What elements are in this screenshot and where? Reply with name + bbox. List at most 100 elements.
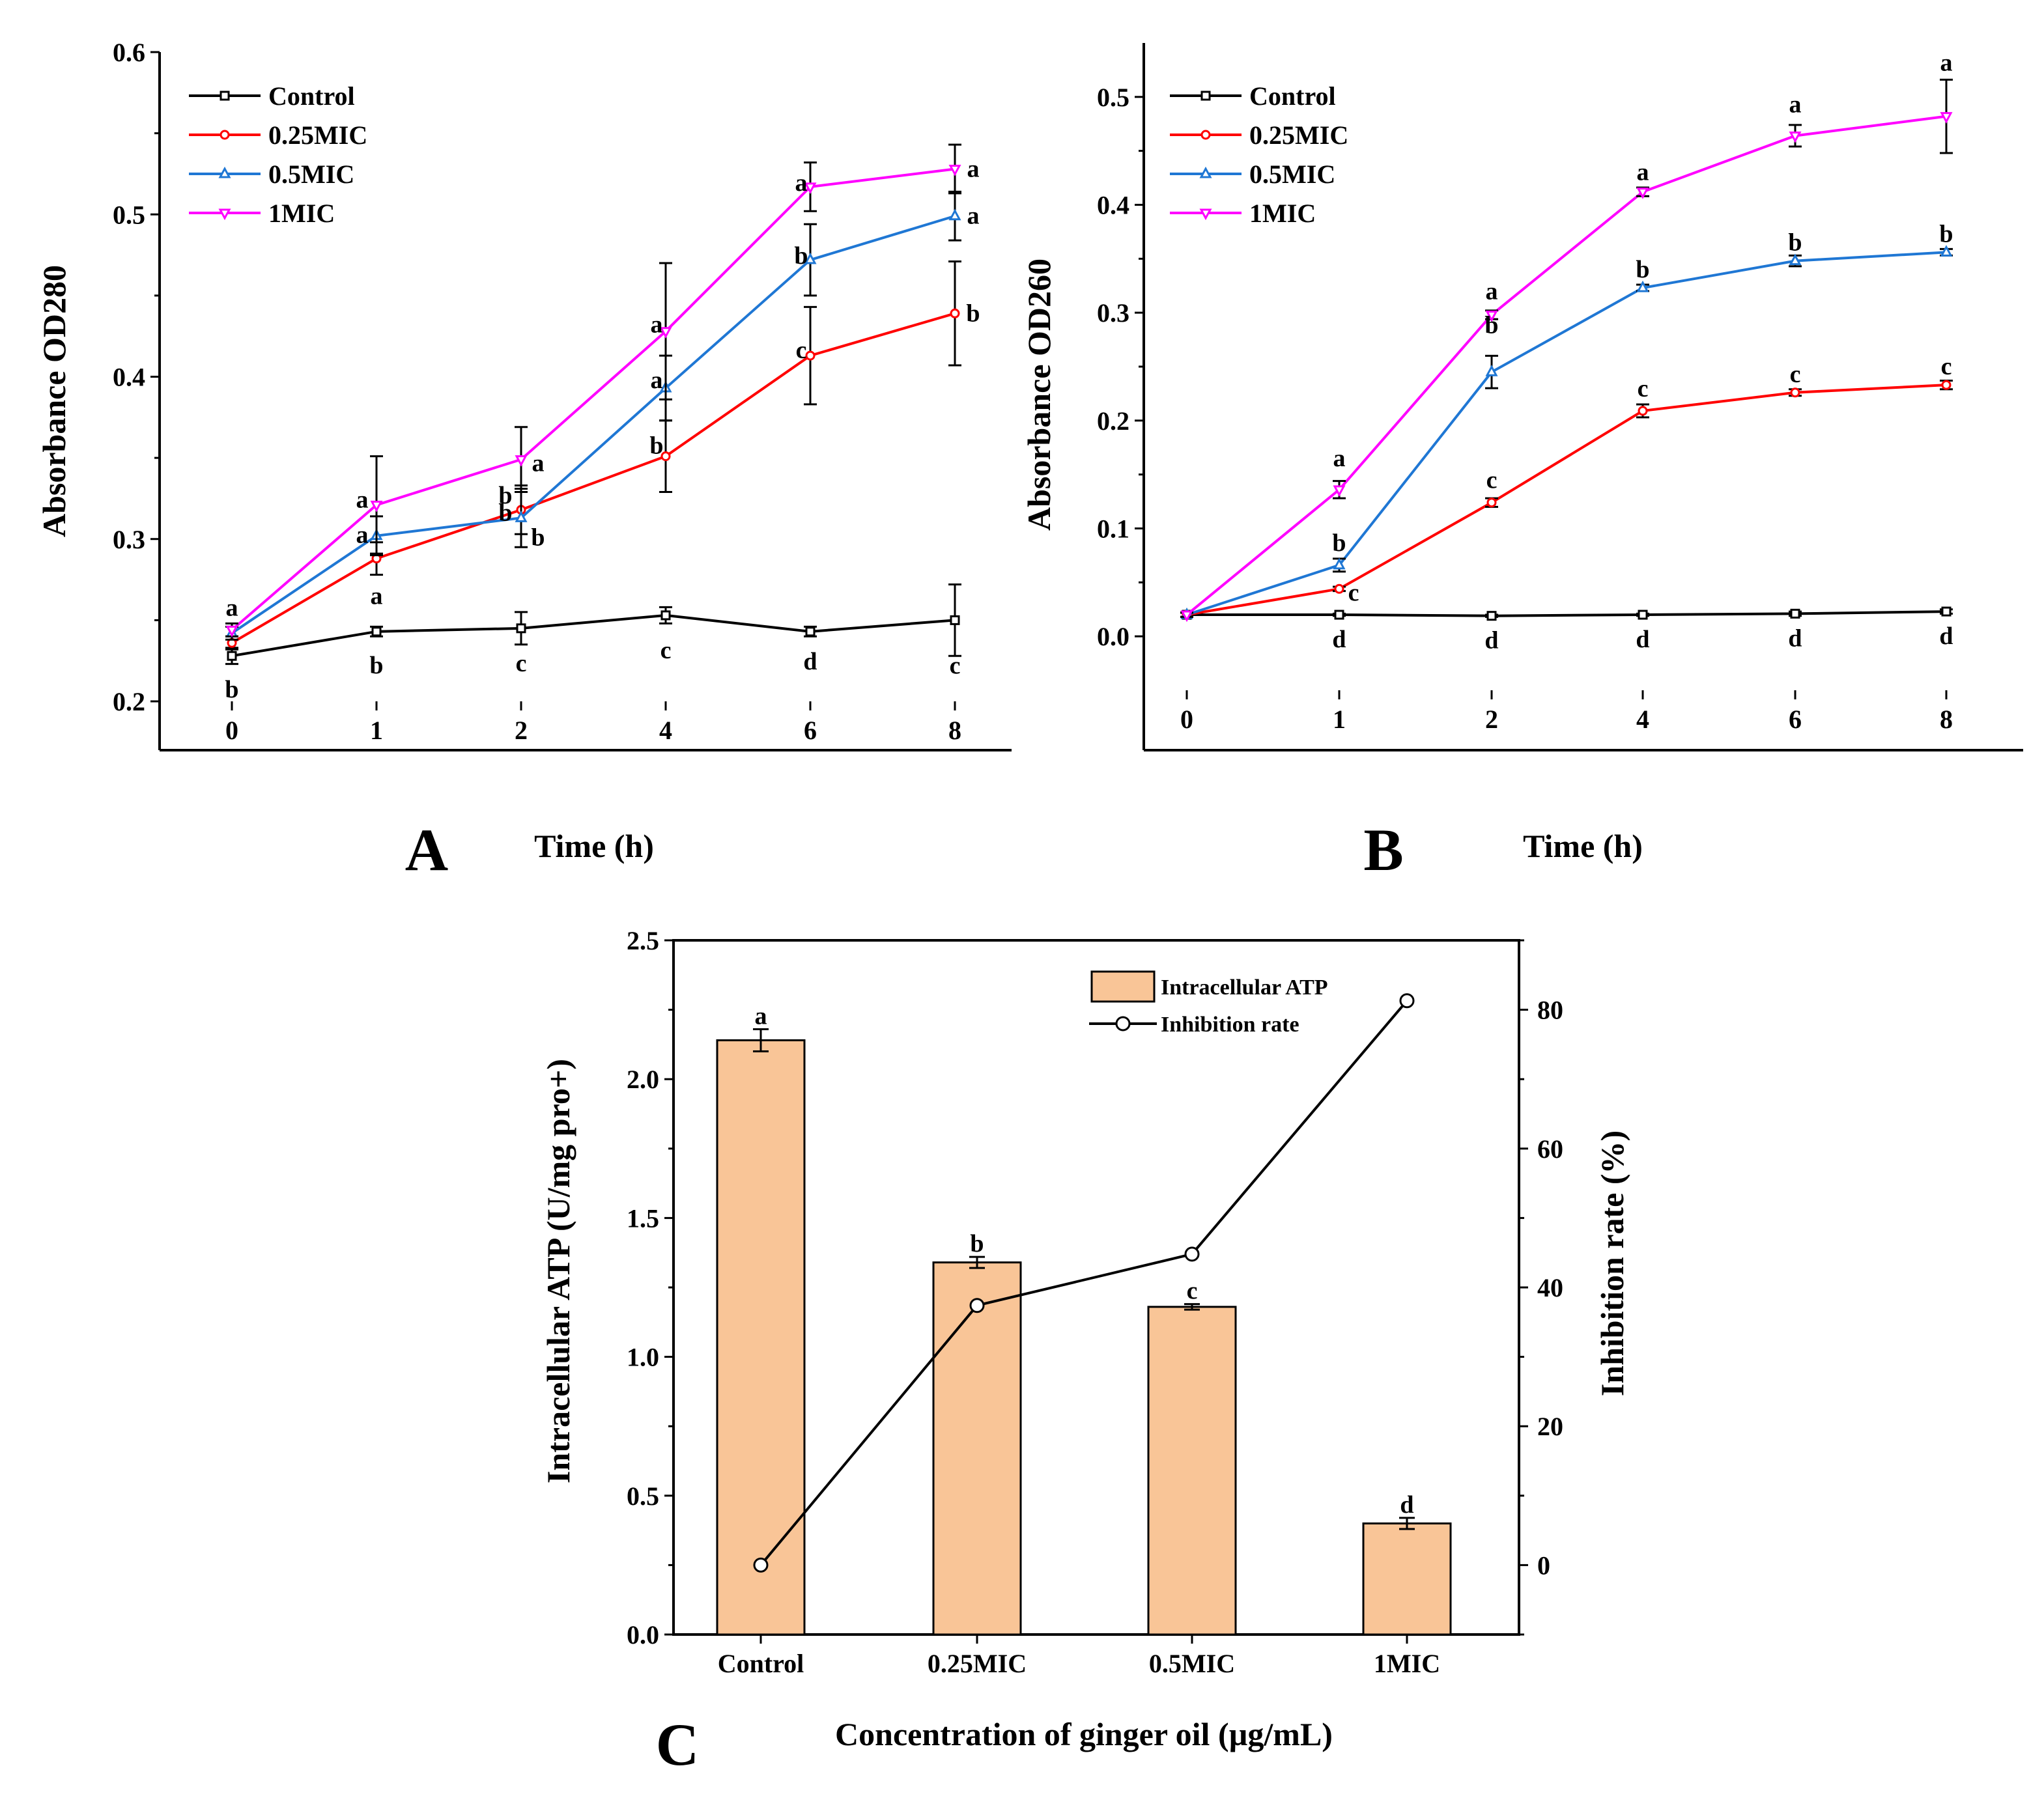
y-tick-label: 0.4 <box>1097 191 1129 220</box>
data-point <box>515 455 528 467</box>
y-tick-label: 0.0 <box>627 1620 659 1649</box>
significance-letter: b <box>369 652 383 679</box>
series-mic1 <box>225 143 961 638</box>
data-point <box>1486 611 1497 621</box>
data-point <box>227 651 237 661</box>
y2-tick-label: 40 <box>1537 1273 1563 1302</box>
series-line <box>1187 610 1947 617</box>
significance-letter: a <box>371 583 383 610</box>
x-axis-label-c: Concentration of ginger oil (µg/mL) <box>835 1716 1333 1752</box>
data-point <box>1790 387 1800 398</box>
bar <box>1362 1522 1452 1636</box>
x-axis-label-b: Time (h) <box>1523 828 1643 864</box>
significance-letter: c <box>1941 353 1952 380</box>
panel-label-b: B <box>1363 817 1403 883</box>
series-line <box>1186 251 1947 616</box>
legend-c: Intracellular ATP Inhibition rate <box>1089 970 1328 1037</box>
data-point <box>1333 557 1346 570</box>
data-point <box>950 615 960 625</box>
significance-letter: a <box>1486 277 1498 305</box>
y-tick-label: 0.2 <box>113 687 145 716</box>
data-point <box>1485 310 1498 322</box>
y-tick-label: 0.5 <box>1097 83 1129 112</box>
data-point <box>659 327 672 339</box>
data-point <box>1940 245 1953 257</box>
y-tick-label: 0.4 <box>113 363 145 392</box>
inhibition-point <box>1399 993 1415 1009</box>
legend-marker <box>1200 130 1211 140</box>
series-line <box>231 167 956 631</box>
inhibition-point <box>753 1557 769 1573</box>
x-tick-label: 6 <box>1789 705 1802 734</box>
inhibition-line <box>759 1000 1408 1566</box>
data-point <box>225 625 238 638</box>
x-tick-label: 1 <box>1333 705 1346 734</box>
y2-axis-label-c: Inhibition rate (%) <box>1594 1130 1630 1396</box>
series-control <box>1180 606 1953 621</box>
data-point <box>1940 112 1953 124</box>
legend-marker <box>1115 1016 1131 1031</box>
significance-letter: a <box>1333 445 1346 472</box>
x-tick-label: 0 <box>1180 705 1193 734</box>
y-axis-label-c: Intracellular ATP (U/mg pro+) <box>540 1059 576 1483</box>
x-tick-label: 2 <box>515 716 528 745</box>
inhibition-point <box>1184 1246 1200 1262</box>
chart-panel-c: 0.0 0.5 1.0 1.5 2.0 2.5 0 20 40 60 80 Control 0.25MI… <box>540 926 1630 1778</box>
y-tick-label: 2.0 <box>627 1065 659 1094</box>
data-point <box>1941 380 1952 390</box>
significance-letter: c <box>1790 361 1801 388</box>
significance-letter: a <box>755 1002 767 1030</box>
series-mic025 <box>1180 380 1953 620</box>
y2-tick-label: 20 <box>1537 1412 1563 1441</box>
x-tick-label: 6 <box>804 716 817 745</box>
significance-letter: c <box>950 652 961 679</box>
significance-letter: b <box>498 499 512 526</box>
y2-tick-label: 60 <box>1537 1134 1563 1164</box>
significance-letter: b <box>794 242 808 270</box>
axis-ticks-a: 0.2 0.3 0.4 0.5 0.6 0 1 2 4 6 8 <box>113 38 961 745</box>
legend-label: 0.5MIC <box>268 160 354 189</box>
significance-letter: d <box>1332 626 1346 653</box>
significance-letter: d <box>1788 624 1802 652</box>
data-point <box>516 623 526 634</box>
data-point <box>1486 498 1497 508</box>
significance-letter: b <box>1939 220 1953 247</box>
legend-label: 0.25MIC <box>1249 120 1348 150</box>
data-point <box>1180 610 1193 623</box>
chart-panel-a: 0.20.30.40.50.60 1 2 4 6 8 abaaabbbbacaabcabc… <box>36 38 1012 883</box>
legend-label: 1MIC <box>268 199 335 228</box>
significance-letter: b <box>1636 256 1649 283</box>
series-mic1 <box>1180 78 1953 623</box>
y-tick-label: 0.1 <box>1097 514 1129 544</box>
data-point <box>370 500 383 512</box>
x-axis-label-a: Time (h) <box>534 828 654 864</box>
data-point <box>1636 188 1649 199</box>
y-tick-label: 0.5 <box>627 1481 659 1511</box>
significance-letter: c <box>796 337 807 364</box>
y-axis-label-a: Absorbance OD280 <box>36 265 72 537</box>
x-tick-label: 1 <box>370 716 383 745</box>
significance-letter: a <box>1637 159 1649 186</box>
y-tick-label: 2.5 <box>627 926 659 955</box>
legend-marker <box>1199 166 1212 178</box>
significance-letter: b <box>1788 229 1802 257</box>
x-tick-label: 1MIC <box>1374 1649 1440 1678</box>
significance-letter: b <box>1332 529 1346 557</box>
y-axis-label-b: Absorbance OD260 <box>1021 259 1057 531</box>
chart-panel-b: 0.00.10.20.30.40.50 1 2 4 6 8 abcdabcdabcdabc… <box>1021 43 2023 883</box>
significance-letter: c <box>1638 375 1649 402</box>
significance-letter: a <box>967 155 980 182</box>
y-tick-label: 0.0 <box>1097 622 1129 651</box>
data-point <box>515 511 528 522</box>
significance-letter: b <box>966 300 980 327</box>
legend-label: Control <box>1249 81 1336 111</box>
series-mic05 <box>225 190 961 641</box>
legend-label: 1MIC <box>1249 199 1316 228</box>
data-point <box>805 626 816 637</box>
axes-frame-a <box>158 52 1012 751</box>
significance-letter: c <box>516 650 527 677</box>
axes-frame-b <box>1143 43 2023 751</box>
data-point <box>1789 131 1802 143</box>
